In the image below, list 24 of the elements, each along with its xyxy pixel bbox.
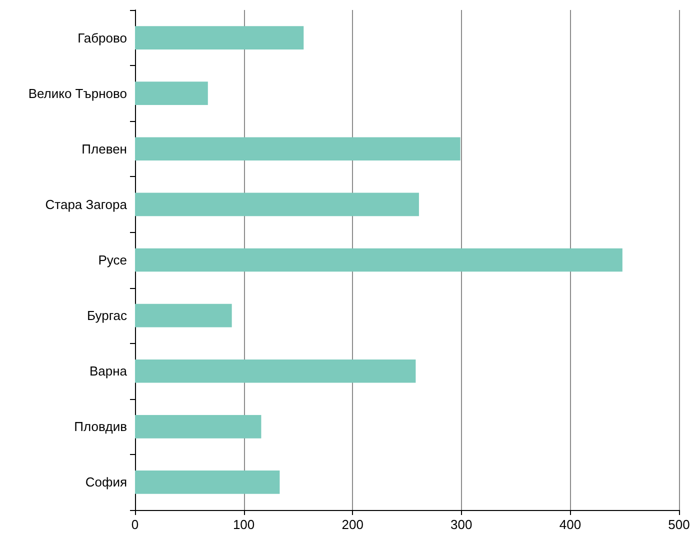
bar: [135, 415, 262, 438]
x-tick-label: 100: [232, 517, 255, 532]
x-tick-label: 300: [450, 517, 472, 532]
y-tick-label: София: [85, 474, 127, 490]
x-tick-label: 500: [668, 517, 690, 532]
y-tick-label: Плевен: [82, 141, 127, 156]
y-tick-label: Велико Търново: [28, 86, 127, 101]
bar: [135, 82, 208, 105]
y-tick-label: Бургас: [86, 308, 128, 324]
bar: [135, 137, 460, 161]
bar: [135, 248, 622, 272]
y-tick-label: Русе: [98, 252, 127, 268]
y-tick-label: Пловдив: [74, 419, 128, 434]
x-tick-label: 200: [342, 517, 364, 532]
bar: [135, 304, 232, 328]
bar: [135, 470, 280, 494]
y-tick-label: Варна: [89, 364, 128, 379]
bar: [135, 192, 419, 216]
y-tick-label: Габрово: [78, 30, 127, 46]
x-tick-label: 0: [131, 517, 139, 532]
y-tick-label: Стара Загора: [45, 196, 128, 212]
x-tick-label: 400: [559, 517, 582, 532]
bar: [135, 359, 416, 383]
bar: [135, 26, 304, 50]
